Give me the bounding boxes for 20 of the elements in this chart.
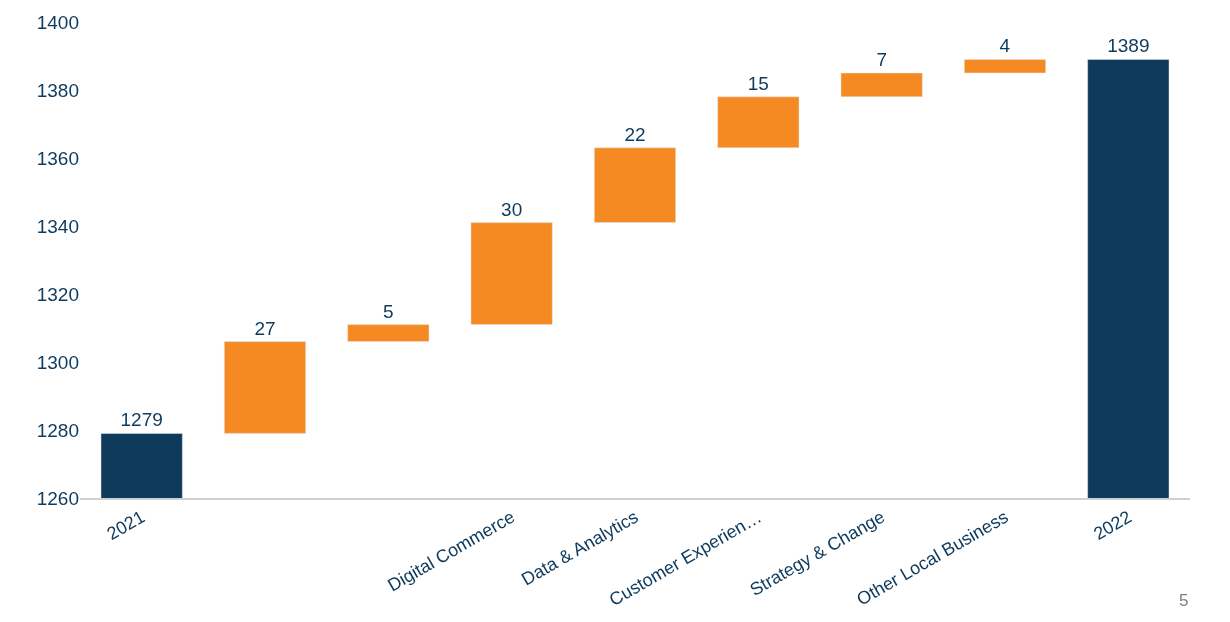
- data-label: 4: [999, 35, 1011, 57]
- data-label: 7: [876, 49, 887, 70]
- data-label: 30: [501, 198, 523, 220]
- y-tick-label: 1300: [36, 351, 79, 373]
- data-label: 5: [383, 300, 394, 322]
- data-label: 15: [747, 72, 769, 94]
- data-label: 27: [254, 317, 276, 339]
- data-label: 1389: [1107, 35, 1150, 57]
- x-tick-label: 2021: [103, 506, 149, 544]
- y-tick-label: 1400: [36, 11, 79, 33]
- y-tick-label: 1360: [36, 147, 79, 169]
- y-tick-label: 1340: [36, 215, 79, 237]
- y-tick-label: 1280: [36, 419, 79, 441]
- y-tick-label: 1260: [36, 487, 79, 509]
- y-tick-label: 1320: [36, 283, 79, 305]
- x-tick-label: 2022: [1090, 506, 1135, 544]
- data-label: 1279: [120, 409, 163, 431]
- text: 5: [1179, 591, 1189, 610]
- data-label: 22: [624, 123, 646, 145]
- y-tick-label: 1380: [36, 79, 79, 101]
